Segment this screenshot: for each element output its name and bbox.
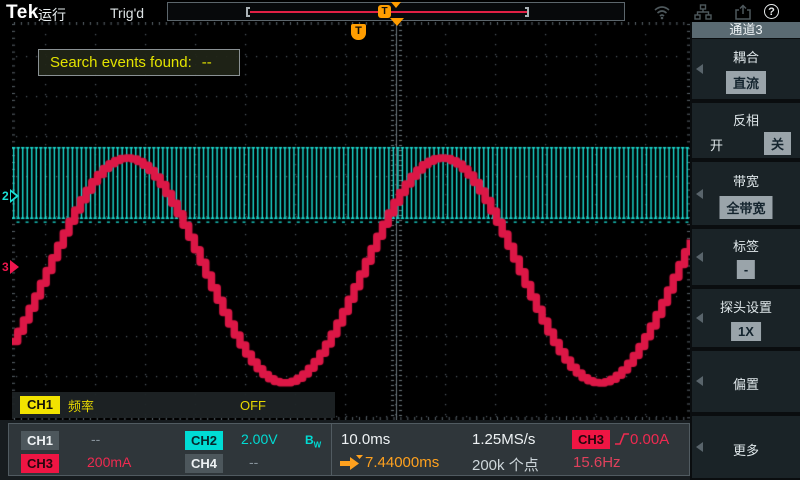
ch2-bandwidth-limit-icon: BW <box>305 433 322 450</box>
trigger-level: 0.00A <box>630 431 670 448</box>
menu-item-label[interactable]: 标签 - <box>692 229 800 285</box>
ch2-badge[interactable]: CH2 <box>185 431 224 450</box>
menu-item-invert[interactable]: 反相 开 关 <box>692 103 800 158</box>
trigger-frequency: 15.6Hz <box>573 454 621 471</box>
horizontal-trigger-panel[interactable]: 10.0ms 1.25MS/s CH3 0.00A 7.44000ms 200k… <box>331 423 690 476</box>
minimap-trigger-icon[interactable]: T <box>378 5 391 18</box>
record-view-right-bracket[interactable] <box>525 7 529 17</box>
acquisition-status: 运行 <box>38 7 66 23</box>
menu-item-more[interactable]: 更多 <box>692 416 800 478</box>
expand-arrow-icon <box>696 189 703 199</box>
record-view-left-bracket[interactable] <box>246 7 250 17</box>
expand-arrow-icon <box>696 442 703 452</box>
ch3-badge[interactable]: CH3 <box>21 454 60 473</box>
ch3-marker-number: 3 <box>2 260 9 274</box>
bandwidth-label: 带宽 <box>732 174 759 189</box>
trigger-source-badge[interactable]: CH3 <box>572 430 611 449</box>
trigger-level-badge-icon[interactable]: T <box>351 24 366 40</box>
ch1-badge[interactable]: CH1 <box>21 431 60 450</box>
measurement-name: 频率 <box>68 398 95 414</box>
minimap-trigger-position-icon <box>391 2 401 8</box>
sidebar-title: 通道3 <box>692 22 800 38</box>
coupling-label: 耦合 <box>732 50 759 65</box>
invert-off-option[interactable]: 关 <box>764 132 792 155</box>
sample-rate: 1.25MS/s <box>472 431 536 448</box>
search-results-label: Search events found: <box>50 54 192 71</box>
expand-arrow-icon <box>696 313 703 323</box>
ch2-ground-marker[interactable]: 2 <box>2 189 19 203</box>
ch2-marker-triangle-icon <box>9 189 19 203</box>
ch3-scale-value: 200mA <box>87 454 132 470</box>
horizontal-position[interactable]: 7.44000ms <box>365 454 440 471</box>
tek-logo: Tek <box>6 2 39 23</box>
label-label: 标签 <box>732 239 759 254</box>
share-icon[interactable] <box>734 4 752 20</box>
menu-item-bandwidth[interactable]: 带宽 全带宽 <box>692 162 800 225</box>
status-bar: CH1 -- CH2 2.00V BW CH3 200mA CH4 -- 10.… <box>0 420 800 480</box>
channel-status-panel: CH1 -- CH2 2.00V BW CH3 200mA CH4 -- <box>8 423 332 476</box>
ch3-ground-marker[interactable]: 3 <box>2 260 19 274</box>
search-results-count: -- <box>201 54 212 71</box>
ch4-scale-value: -- <box>249 454 259 470</box>
coupling-value[interactable]: 直流 <box>725 71 767 94</box>
menu-item-probe-setup[interactable]: 探头设置 1X <box>692 289 800 347</box>
invert-on-option[interactable]: 开 <box>710 138 724 153</box>
bandwidth-value[interactable]: 全带宽 <box>719 196 773 219</box>
help-icon[interactable]: ? <box>764 4 779 19</box>
wifi-icon[interactable] <box>653 4 671 20</box>
expand-arrow-icon <box>696 64 703 74</box>
menu-item-coupling[interactable]: 耦合 直流 <box>692 39 800 99</box>
trigger-position-icon[interactable] <box>390 18 404 26</box>
invert-label: 反相 <box>732 113 759 128</box>
label-value[interactable]: - <box>736 260 756 279</box>
ch1-scale-value: -- <box>91 431 101 447</box>
measurement-channel-badge[interactable]: CH1 <box>20 396 60 414</box>
waveform-display[interactable] <box>12 22 690 420</box>
probe-setup-value[interactable]: 1X <box>731 322 761 341</box>
ch2-scale-value: 2.00V <box>241 431 278 447</box>
horizontal-position-icon <box>340 455 363 470</box>
trigger-status: Trig'd <box>110 5 145 21</box>
network-icon[interactable] <box>694 4 712 20</box>
ch4-badge[interactable]: CH4 <box>185 454 224 473</box>
channel3-menu-sidebar: 通道3 耦合 直流 反相 开 关 带宽 全带宽 标签 - 探头设置 1X <box>690 22 800 480</box>
probe-setup-label: 探头设置 <box>719 300 772 315</box>
rising-edge-icon <box>615 433 629 445</box>
horizontal-scale[interactable]: 10.0ms <box>341 431 391 448</box>
expand-arrow-icon <box>696 376 703 386</box>
menu-item-offset[interactable]: 偏置 <box>692 351 800 412</box>
measurement-value: OFF <box>240 397 266 413</box>
measurement-bar[interactable]: CH1 频率 OFF <box>12 392 335 418</box>
offset-label: 偏置 <box>732 377 759 392</box>
more-label: 更多 <box>732 443 759 458</box>
search-results-banner[interactable]: Search events found: -- <box>38 49 240 76</box>
expand-arrow-icon <box>696 252 703 262</box>
ch3-marker-triangle-icon <box>9 260 19 274</box>
record-length: 200k 个点 <box>472 457 539 474</box>
ch2-marker-number: 2 <box>2 189 9 203</box>
